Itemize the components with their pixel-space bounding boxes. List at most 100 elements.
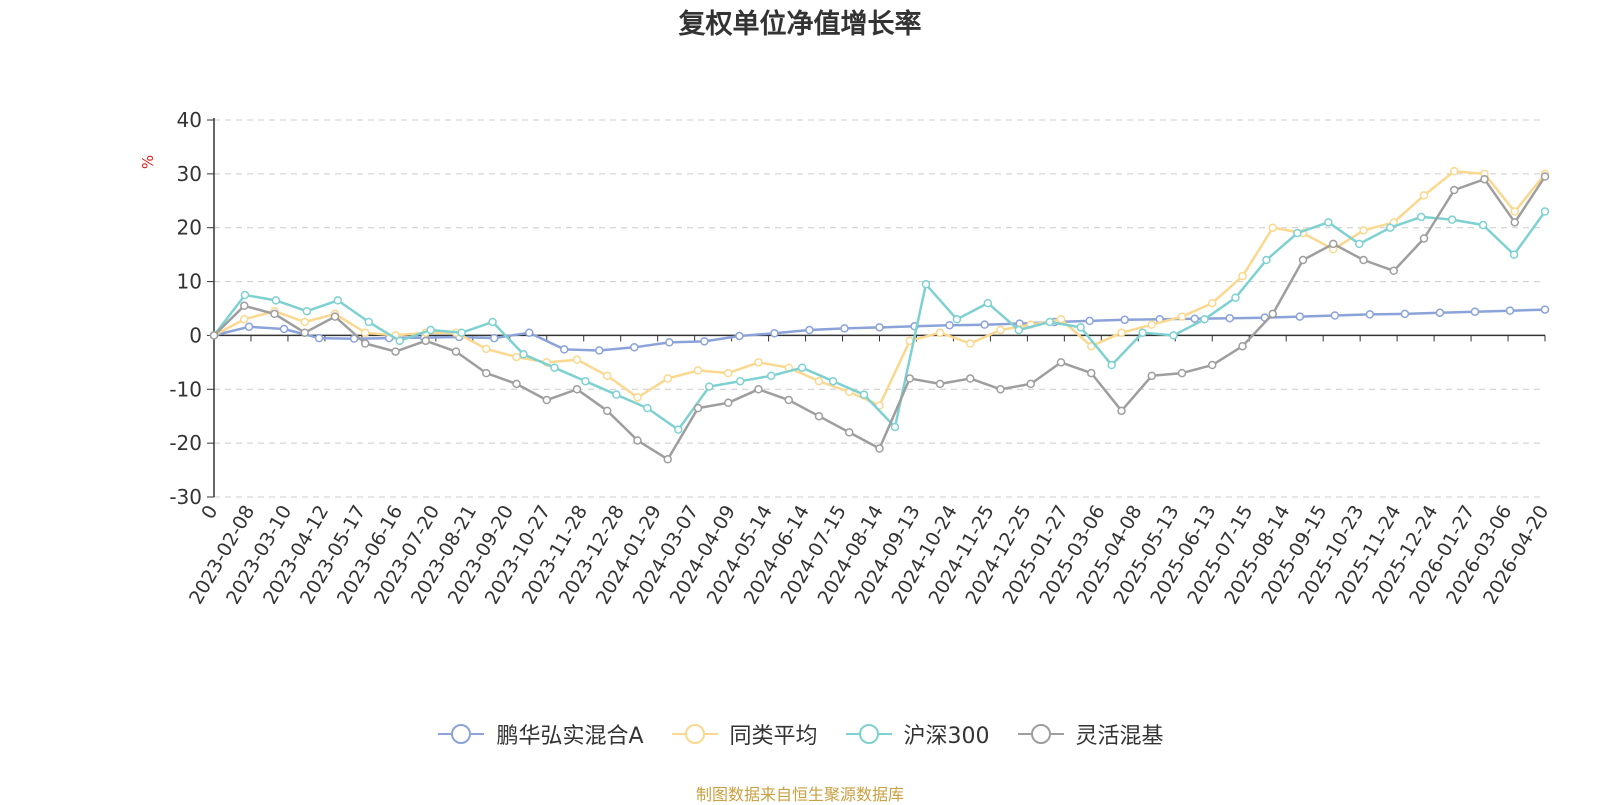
series-point	[945, 320, 954, 330]
series-point	[512, 379, 521, 389]
series-point	[643, 403, 652, 413]
series-point	[1385, 223, 1395, 232]
series-point	[488, 317, 497, 327]
series-point	[572, 355, 582, 364]
series-point	[1200, 315, 1209, 324]
series-point	[724, 398, 733, 407]
series-point	[700, 337, 709, 346]
series-point	[754, 385, 763, 394]
legend-item[interactable]: 灵活混基	[1016, 718, 1164, 750]
series-point	[1435, 308, 1445, 318]
series-point	[1208, 360, 1217, 370]
legend-swatch	[671, 724, 718, 744]
legend-label: 沪深300	[903, 724, 990, 749]
y-tick-label: 0	[189, 323, 202, 347]
series-point	[1540, 172, 1550, 181]
series-point	[754, 358, 763, 367]
series-point	[1190, 314, 1199, 323]
series-point	[630, 343, 639, 352]
series-point	[314, 333, 324, 343]
series-point	[905, 374, 914, 383]
series-point	[240, 315, 249, 324]
series-point	[1169, 331, 1178, 340]
series-point	[766, 371, 776, 381]
series-point	[560, 345, 569, 354]
legend-swatch-marker	[858, 724, 879, 744]
series-point	[1147, 320, 1156, 329]
y-tick-label: -30	[169, 485, 202, 509]
series-point	[770, 329, 779, 338]
series-point	[1262, 255, 1271, 265]
series-point	[279, 324, 289, 334]
y-tick-label: 20	[177, 216, 202, 240]
series-point	[361, 339, 370, 348]
series-point	[482, 344, 491, 354]
series-point	[330, 312, 340, 321]
series-point	[840, 324, 849, 333]
series-point	[1505, 306, 1515, 315]
series-point	[364, 317, 374, 327]
legend-label: 灵活混基	[1075, 724, 1164, 749]
series-point	[875, 323, 884, 332]
series-point	[935, 379, 945, 389]
series-point	[1419, 234, 1429, 243]
legend-item[interactable]: 鹏华弘实混合A	[436, 718, 644, 750]
series-point	[1419, 191, 1429, 200]
legend-item[interactable]: 沪深300	[844, 718, 990, 750]
series-point	[1470, 307, 1480, 316]
series-point	[1045, 317, 1054, 327]
series-point	[1447, 215, 1457, 224]
series-point	[333, 296, 343, 305]
series-point	[1056, 315, 1066, 324]
series-point	[1238, 271, 1247, 281]
series-point	[1298, 255, 1308, 265]
series-point	[674, 425, 683, 434]
series-point	[996, 385, 1005, 394]
series-point	[451, 347, 461, 356]
series-point	[966, 339, 975, 348]
legend-label: 鹏华弘实混合A	[496, 724, 644, 749]
series-point	[814, 411, 824, 421]
series-point	[361, 328, 370, 337]
y-axis-unit-label: %	[139, 155, 157, 169]
series-point	[1509, 250, 1519, 259]
series-point	[935, 328, 945, 337]
legend-swatch-marker	[451, 724, 472, 744]
series-point	[300, 328, 309, 337]
legend-item[interactable]: 同类平均	[670, 718, 818, 750]
series-point	[1268, 309, 1277, 319]
series-point	[996, 325, 1005, 335]
series-point	[1208, 298, 1217, 308]
series-point	[1026, 379, 1035, 389]
series-point	[240, 290, 250, 300]
series-point	[1416, 212, 1426, 222]
series-point	[814, 376, 824, 386]
series-point	[693, 403, 703, 413]
series-point	[705, 382, 714, 391]
series-point	[550, 363, 559, 372]
series-point	[735, 331, 744, 341]
series-line	[213, 175, 1547, 461]
series-point	[1359, 255, 1368, 265]
series-point	[395, 336, 404, 346]
series-point	[457, 328, 466, 337]
series-point	[1056, 358, 1066, 367]
legend-swatch-marker	[684, 724, 705, 744]
series-point	[1478, 220, 1488, 230]
series-point	[1177, 368, 1187, 378]
series-point	[1085, 316, 1094, 326]
series-point	[633, 436, 642, 445]
series-point	[952, 315, 962, 324]
legend-swatch	[438, 724, 485, 744]
y-tick-label: -10	[169, 377, 202, 401]
series-point	[1107, 360, 1116, 370]
series-point	[845, 428, 854, 437]
series-point	[1329, 239, 1338, 249]
series-point	[663, 455, 672, 464]
series-point	[1117, 406, 1126, 416]
series-point	[542, 395, 551, 405]
source-note: 制图数据来自恒生聚源数据库	[695, 785, 904, 804]
series-line	[213, 169, 1546, 407]
series-point	[724, 368, 733, 378]
